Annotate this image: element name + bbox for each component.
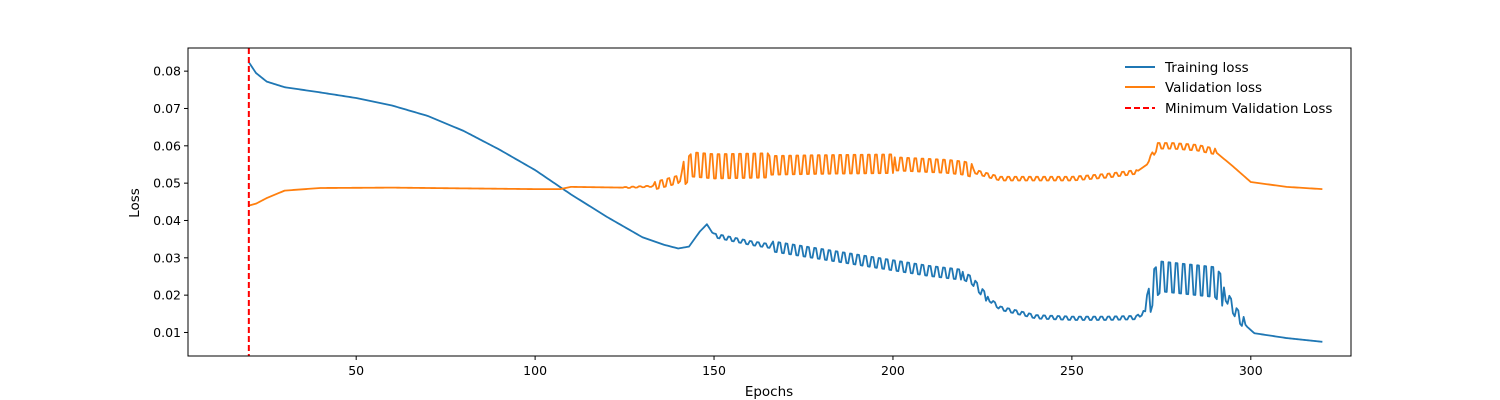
y-axis-ticks: 0.01 0.02 0.03 0.04 0.05 0.06 0.07 0.08 xyxy=(153,64,188,340)
y-tick-label: 0.06 xyxy=(153,138,181,153)
y-tick-label: 0.01 xyxy=(153,325,181,340)
plot-area xyxy=(187,47,1352,357)
x-tick-label: 200 xyxy=(881,363,905,378)
validation-loss-line xyxy=(248,142,1323,207)
x-tick-label: 150 xyxy=(702,363,726,378)
x-tick-label: 100 xyxy=(523,363,547,378)
plot-frame xyxy=(187,47,1352,357)
x-tick-label: 250 xyxy=(1060,363,1084,378)
y-tick-label: 0.04 xyxy=(153,213,181,228)
training-loss-line xyxy=(248,61,1323,343)
x-axis-label: Epochs xyxy=(745,384,793,400)
x-axis-ticks: 50 100 150 200 250 300 xyxy=(348,356,1263,378)
y-tick-label: 0.03 xyxy=(153,250,181,265)
y-tick-label: 0.05 xyxy=(153,176,181,191)
y-axis-label: Loss xyxy=(127,188,143,218)
legend-validation-label: Validation loss xyxy=(1165,80,1262,96)
y-tick-label: 0.08 xyxy=(153,64,181,79)
x-tick-label: 50 xyxy=(348,363,364,378)
y-tick-label: 0.07 xyxy=(153,101,181,116)
y-tick-label: 0.02 xyxy=(153,288,181,303)
legend-min-val-label: Minimum Validation Loss xyxy=(1165,101,1332,117)
x-tick-label: 300 xyxy=(1239,363,1263,378)
series-layer xyxy=(247,48,1323,356)
legend: Training loss Validation loss Minimum Va… xyxy=(1125,60,1332,117)
legend-training-label: Training loss xyxy=(1164,60,1249,76)
